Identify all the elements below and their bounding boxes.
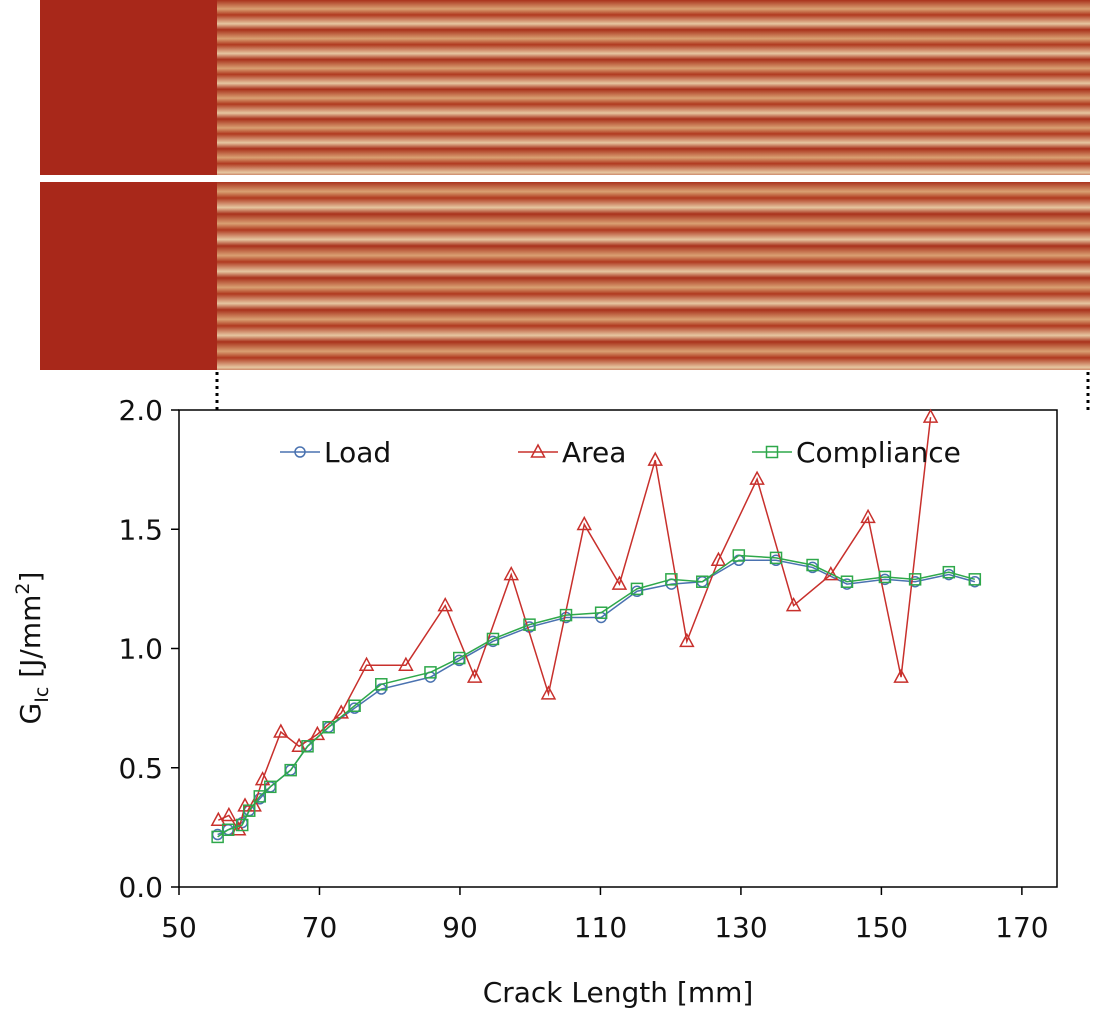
x-tick-label: 150 <box>855 911 908 944</box>
y-tick-label: 0.0 <box>118 871 163 904</box>
point <box>594 606 608 619</box>
y-label-part: ] <box>14 572 47 583</box>
legend-label: Compliance <box>796 436 961 469</box>
point <box>749 470 765 485</box>
y-label-part: [J/mm <box>14 595 47 687</box>
x-tick-label: 170 <box>995 911 1048 944</box>
point <box>908 573 922 586</box>
point <box>968 573 982 586</box>
legend-label: Load <box>324 436 391 469</box>
y-tick-label: 1.0 <box>118 633 163 666</box>
y-label-part: G <box>14 703 47 725</box>
point <box>486 632 500 646</box>
point <box>540 685 557 700</box>
point <box>242 804 256 817</box>
y-tick-label: 0.5 <box>118 752 163 785</box>
legend-marker <box>294 446 306 458</box>
series-line <box>217 554 976 838</box>
point <box>559 608 573 622</box>
point <box>264 780 277 794</box>
series-line <box>217 559 976 836</box>
x-tick-label: 70 <box>302 911 338 944</box>
point <box>860 508 876 524</box>
plot-frame <box>178 409 1058 888</box>
point <box>221 823 235 837</box>
point <box>665 573 678 586</box>
point <box>348 699 361 712</box>
x-tick-label: 90 <box>442 911 478 944</box>
point <box>503 565 519 581</box>
point <box>840 575 854 588</box>
series-line <box>218 417 932 832</box>
legend-marker <box>530 443 546 458</box>
y-axis-label: GIc [J/mm2] <box>12 572 53 725</box>
point <box>398 656 414 671</box>
point <box>210 811 227 826</box>
point <box>878 570 892 584</box>
point <box>211 830 224 844</box>
point <box>322 720 335 734</box>
point <box>611 575 628 590</box>
point <box>893 668 909 683</box>
point <box>630 582 644 596</box>
point <box>823 565 839 581</box>
specimen-photos <box>40 0 1090 410</box>
legend-marker <box>765 445 779 459</box>
point <box>253 790 267 803</box>
y-tick-label: 1.5 <box>118 513 163 546</box>
point <box>424 666 437 679</box>
x-axis-label: Crack Length [mm] <box>483 976 754 1009</box>
point <box>679 632 695 648</box>
point <box>710 551 727 567</box>
point <box>769 551 783 565</box>
point <box>647 451 663 466</box>
point <box>284 763 297 777</box>
point <box>732 549 746 562</box>
photo-top-end <box>40 0 217 175</box>
point <box>942 565 956 579</box>
point <box>230 821 247 836</box>
point <box>806 558 819 572</box>
point <box>309 725 326 741</box>
y-tick-label: 2.0 <box>118 394 163 427</box>
point <box>466 668 483 683</box>
point <box>358 656 375 671</box>
point <box>254 771 271 786</box>
photo-bottom-end <box>40 182 217 370</box>
y-label-part: Ic <box>31 687 53 703</box>
x-tick-label: 130 <box>714 911 767 944</box>
legend-label: Area <box>562 436 626 469</box>
point <box>696 575 709 588</box>
x-tick-label: 110 <box>574 911 627 944</box>
point <box>375 678 388 691</box>
point <box>576 515 593 531</box>
point <box>523 618 536 631</box>
point <box>785 596 802 612</box>
point <box>333 704 350 719</box>
x-tick-label: 50 <box>161 911 197 944</box>
y-label-part: 2 <box>12 583 34 595</box>
point <box>453 651 466 665</box>
point <box>922 408 939 423</box>
point <box>437 596 453 612</box>
point <box>301 740 314 753</box>
point <box>235 818 249 832</box>
point <box>273 723 289 738</box>
point <box>221 806 237 822</box>
